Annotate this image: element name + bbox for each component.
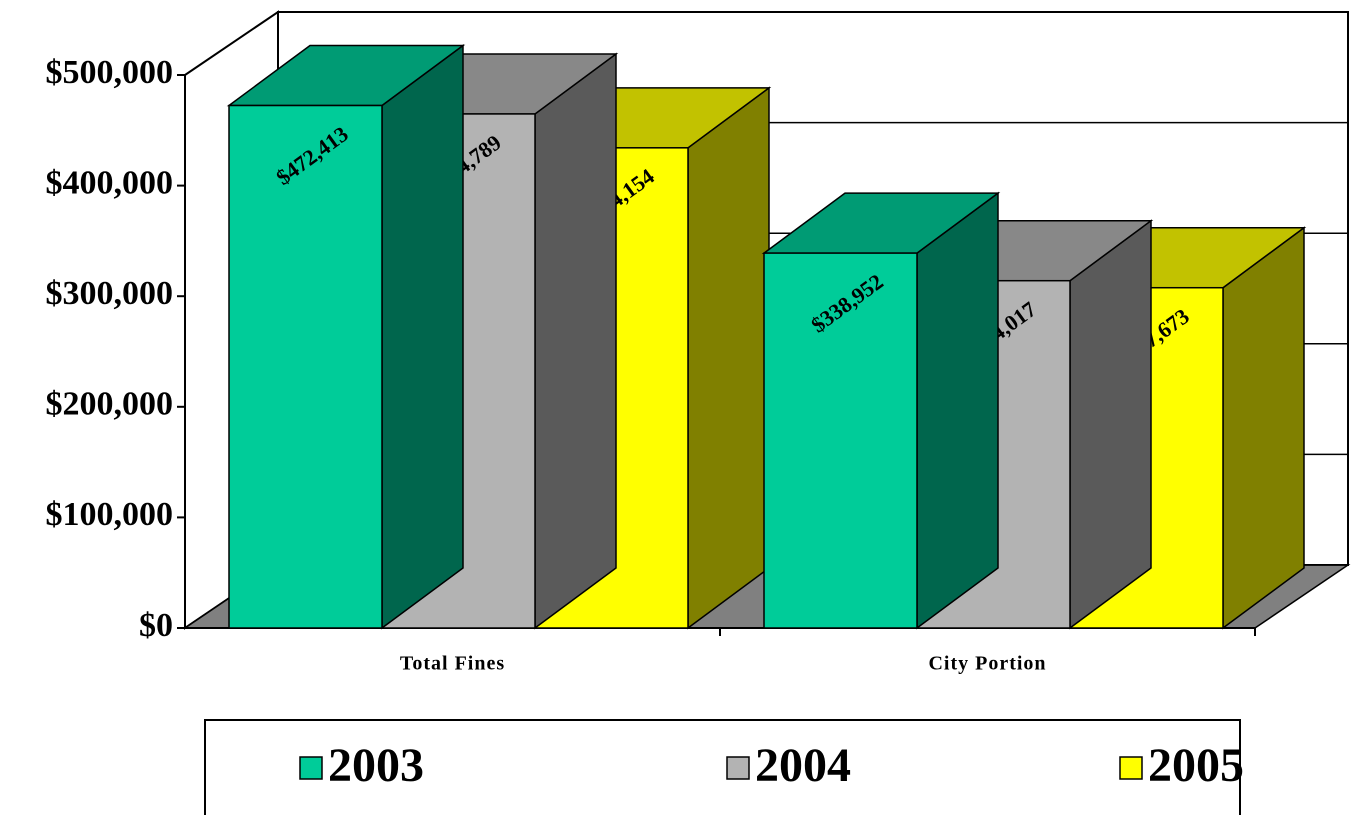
legend-swatch xyxy=(299,756,323,780)
y-tick-label: $400,000 xyxy=(46,164,174,201)
legend-label: 2004 xyxy=(755,739,851,792)
y-tick-label: $300,000 xyxy=(46,275,174,312)
bar-side xyxy=(1222,226,1305,630)
legend-box xyxy=(204,719,1241,815)
bar-side xyxy=(1069,219,1152,630)
x-tick-label: City Portion xyxy=(928,653,1046,675)
y-tick-label: $0 xyxy=(139,607,173,644)
legend-swatch xyxy=(1119,756,1143,780)
bar xyxy=(763,252,918,629)
legend-swatch xyxy=(726,756,750,780)
legend-label: 2003 xyxy=(328,739,424,792)
y-tick-label: $100,000 xyxy=(46,496,174,533)
bar-side xyxy=(381,44,464,630)
bar-side xyxy=(916,191,999,630)
y-tick-label: $200,000 xyxy=(46,386,174,423)
y-tick-label: $500,000 xyxy=(46,54,174,91)
bar xyxy=(228,104,383,629)
bar-side xyxy=(687,86,770,630)
x-tick-label: Total Fines xyxy=(400,653,505,675)
legend-label: 2005 xyxy=(1148,739,1244,792)
bar-side xyxy=(534,52,617,630)
